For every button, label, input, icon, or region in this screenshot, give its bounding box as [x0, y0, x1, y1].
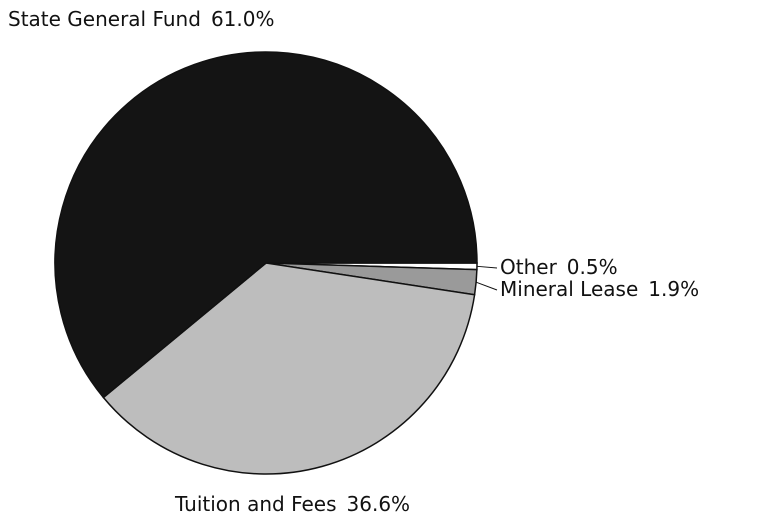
slice-label: Mineral Lease 1.9% [500, 277, 699, 301]
pie-slice [54, 51, 478, 399]
leader-line [476, 265, 498, 269]
slice-label: State General Fund 61.0% [8, 7, 274, 31]
slice-label: Other 0.5% [500, 255, 618, 279]
slice-value: 1.9% [648, 277, 699, 301]
pie-slice [102, 262, 476, 475]
slice-name: Other [500, 255, 558, 279]
slice-value: 36.6% [347, 492, 411, 516]
slice-value: 61.0% [211, 7, 275, 31]
slice-label: Tuition and Fees 36.6% [174, 492, 410, 516]
slice-name: State General Fund [8, 7, 201, 31]
slice-name: Tuition and Fees [174, 492, 337, 516]
slice-name: Mineral Lease [500, 277, 638, 301]
slice-value: 0.5% [567, 255, 618, 279]
leader-line [475, 281, 498, 291]
